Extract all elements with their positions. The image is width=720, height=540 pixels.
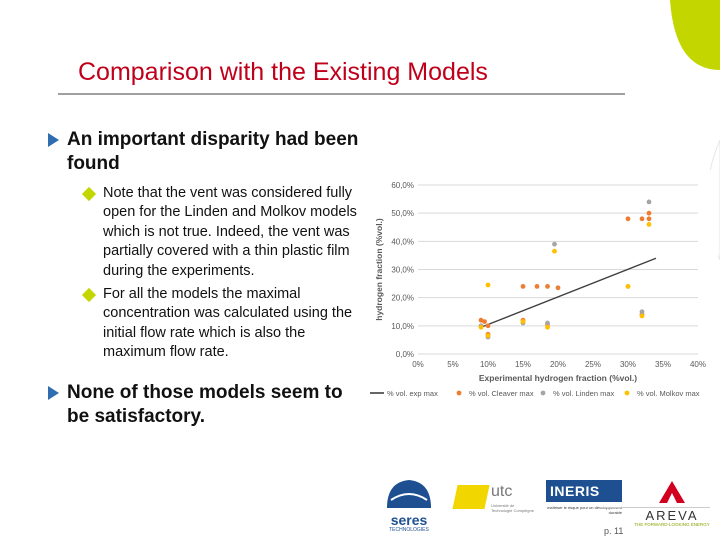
diamond-bullet-icon (81, 287, 97, 303)
x-tick-label: 0% (412, 360, 424, 369)
bullet-1: An important disparity had been found (48, 128, 368, 176)
x-tick-label: 30% (620, 360, 636, 369)
data-point (545, 284, 550, 289)
bullet-arrow-icon (48, 133, 59, 147)
areva-triangle-icon (659, 481, 685, 503)
data-point (639, 216, 645, 222)
data-point (485, 282, 491, 288)
y-tick-label: 20,0% (391, 294, 414, 303)
bullet-1-text: An important disparity had been found (67, 129, 359, 174)
sub-bullet-1-text: Note that the vent was considered fully … (103, 185, 357, 279)
legend-dot-marker (540, 390, 546, 396)
x-tick-label: 5% (447, 360, 459, 369)
areva-subtitle: THE FORWARD-LOOKING ENERGY (634, 522, 710, 527)
data-point (552, 241, 557, 247)
seres-subtitle: TECHNOLOGIES (389, 527, 429, 533)
sub-bullet-1: Note that the vent was considered fully … (81, 184, 368, 281)
y-axis-label: hydrogen fraction (%vol.) (374, 218, 384, 321)
seres-logo: seres TECHNOLOGIES (383, 478, 435, 534)
x-tick-label: 40% (690, 360, 706, 369)
bullet-list: An important disparity had been found No… (48, 128, 368, 437)
x-tick-label: 25% (585, 360, 601, 369)
title-divider (58, 93, 625, 95)
y-tick-label: 60,0% (391, 181, 414, 190)
utc-subtitle: Université de Technologie Compiègne (491, 503, 534, 513)
x-tick-label: 35% (655, 360, 671, 369)
data-point (625, 284, 631, 289)
areva-wordmark: AREVA (645, 508, 699, 523)
data-point (555, 285, 561, 291)
footer-divider (600, 507, 710, 508)
data-point (482, 319, 487, 325)
legend-label: % vol. Molkov max (637, 389, 700, 398)
data-point (625, 216, 631, 222)
data-point (646, 210, 652, 216)
legend-dot-marker (624, 390, 630, 396)
sub-bullet-2-text: For all the models the maximal concentra… (103, 286, 353, 361)
data-point (552, 248, 557, 254)
data-point (545, 320, 550, 326)
y-tick-label: 0,0% (396, 350, 414, 359)
y-tick-label: 40,0% (391, 237, 414, 246)
legend-dot-marker (456, 390, 462, 396)
data-point (520, 284, 526, 289)
data-point (646, 222, 652, 227)
data-point (534, 284, 540, 289)
areva-logo: AREVA THE FORWARD-LOOKING ENERGY (632, 480, 712, 527)
x-tick-label: 10% (480, 360, 496, 369)
slide-title: Comparison with the Existing Models (78, 58, 488, 86)
seres-wordmark: seres (390, 512, 428, 528)
scatter-chart: 0,0% 10,0% 20,0% 30,0% 40,0% 50,0% 60,0% 0% 5% 10… (368, 170, 718, 405)
data-point (545, 324, 550, 330)
ineris-logo: INERIS maîtriser le risque pour un dével… (546, 480, 622, 522)
bullet-2-text: None of those models seem to be satisfac… (67, 381, 343, 427)
ineris-wordmark: INERIS (546, 480, 622, 502)
legend-label: % vol. exp max (387, 389, 438, 398)
data-point (639, 309, 645, 315)
x-tick-label: 20% (550, 360, 566, 369)
corner-green-decoration (670, 0, 720, 70)
page-number: p. 11 (604, 526, 624, 536)
utc-wordmark: utc (491, 483, 513, 500)
y-tick-label: 50,0% (391, 209, 414, 218)
sub-bullet-2: For all the models the maximal concentra… (81, 285, 368, 363)
trend-line (480, 257, 657, 328)
y-tick-label: 30,0% (391, 266, 414, 275)
x-tick-label: 15% (515, 360, 531, 369)
ineris-subtitle: maîtriser le risque pour un développemen… (547, 505, 622, 515)
bullet-2: None of those models seem to be satisfac… (48, 381, 368, 429)
utc-logo: utc Université de Technologie Compiègne (452, 483, 535, 523)
data-point (485, 333, 491, 339)
utc-mark-icon (452, 485, 490, 509)
x-axis-label: Experimental hydrogen fraction (%vol.) (479, 373, 637, 383)
diamond-bullet-icon (81, 186, 97, 202)
data-point (639, 313, 645, 319)
seres-globe-icon (387, 480, 431, 508)
y-tick-label: 10,0% (391, 322, 414, 331)
legend-label: % vol. Cleaver max (469, 389, 534, 398)
legend-label: % vol. Linden max (553, 389, 615, 398)
data-point (520, 319, 526, 325)
data-point (485, 323, 491, 329)
data-point (478, 324, 484, 330)
data-point (646, 199, 652, 205)
chart-background (368, 170, 718, 405)
bullet-arrow-icon (48, 385, 59, 400)
data-point (646, 216, 652, 222)
